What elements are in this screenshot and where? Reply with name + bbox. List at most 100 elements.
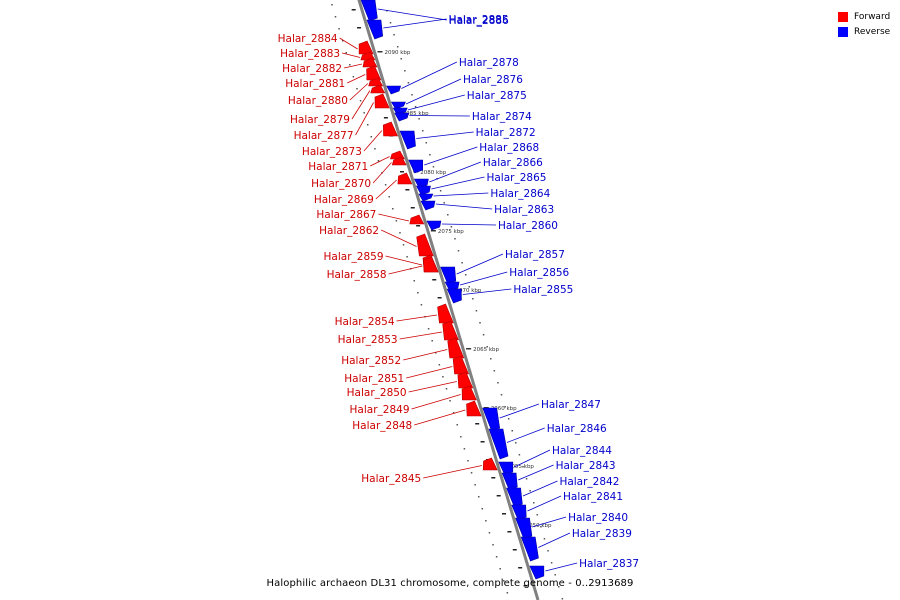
tick-mark [502, 513, 507, 515]
gene-label-halar-2853[interactable]: Halar_2853 [338, 334, 398, 346]
gene-label-halar-2851[interactable]: Halar_2851 [344, 373, 404, 385]
gene-arrow-halar-2872[interactable] [399, 130, 416, 150]
leader-line [433, 192, 489, 197]
gene-arrow-halar-2867[interactable] [409, 214, 425, 225]
gene-arrow-halar-2870[interactable] [391, 156, 407, 166]
gene-label-halar-2879[interactable]: Halar_2879 [290, 114, 350, 126]
tick-mark [518, 454, 521, 456]
reverse-swatch-icon [838, 26, 848, 37]
gene-arrow-halar-2868[interactable] [408, 159, 424, 174]
gene-label-halar-2880[interactable]: Halar_2880 [288, 95, 348, 107]
gene-label-halar-2884[interactable]: Halar_2884 [278, 33, 338, 45]
gene-label-halar-2878[interactable]: Halar_2878 [459, 57, 519, 69]
gene-label-halar-2877[interactable]: Halar_2877 [294, 130, 354, 142]
tick-mark [464, 274, 467, 276]
gene-arrow-halar-2863[interactable] [420, 200, 436, 211]
gene-label-halar-2885[interactable]: Halar_2885 [449, 14, 509, 26]
tick-mark [493, 370, 496, 372]
gene-label-halar-2873[interactable]: Halar_2873 [302, 146, 362, 158]
gene-label-halar-2876[interactable]: Halar_2876 [463, 74, 523, 86]
gene-arrow-halar-2837[interactable] [529, 565, 545, 580]
gene-label-halar-2864[interactable]: Halar_2864 [490, 188, 550, 200]
gene-label-halar-2856[interactable]: Halar_2856 [509, 267, 569, 279]
gene-arrow-halar-2884[interactable] [358, 40, 374, 55]
gene-label-halar-2837[interactable]: Halar_2837 [579, 558, 639, 570]
gene-arrow-halar-2865[interactable] [415, 185, 431, 196]
gene-arrow-halar-2879[interactable] [370, 84, 386, 94]
gene-label-halar-2860[interactable]: Halar_2860 [498, 220, 558, 232]
gene-arrow-halar-2843[interactable] [501, 472, 518, 491]
gene-arrow-halar-2846[interactable] [488, 428, 509, 460]
gene-arrow-halar-2873[interactable] [382, 121, 399, 137]
gene-label-halar-2841[interactable]: Halar_2841 [563, 491, 623, 503]
gene-label-halar-2874[interactable]: Halar_2874 [472, 111, 532, 123]
gene-arrow-halar-2848[interactable] [466, 400, 482, 417]
gene-arrow-halar-2858[interactable] [423, 256, 439, 273]
gene-arrow-halar-2850[interactable] [457, 371, 474, 389]
gene-label-halar-2843[interactable]: Halar_2843 [556, 460, 616, 472]
gene-arrow-halar-2845[interactable] [482, 457, 498, 471]
gene-label-halar-2872[interactable]: Halar_2872 [476, 127, 536, 139]
gene-label-halar-2855[interactable]: Halar_2855 [513, 284, 573, 296]
gene-label-halar-2858[interactable]: Halar_2858 [327, 269, 387, 281]
gene-label-halar-2859[interactable]: Halar_2859 [324, 251, 384, 263]
gene-arrow-halar-2877[interactable] [374, 93, 390, 109]
gene-arrow-halar-2854[interactable] [437, 303, 454, 324]
gene-label-halar-2882[interactable]: Halar_2882 [282, 63, 342, 75]
gene-label-halar-2883[interactable]: Halar_2883 [280, 48, 340, 60]
gene-label-halar-2868[interactable]: Halar_2868 [479, 142, 539, 154]
gene-arrow-halar-2869[interactable] [397, 172, 413, 185]
gene-arrow-halar-2878[interactable] [386, 85, 402, 95]
gene-label-halar-2845[interactable]: Halar_2845 [361, 473, 421, 485]
gene-label-halar-2862[interactable]: Halar_2862 [319, 225, 379, 237]
gene-label-halar-2866[interactable]: Halar_2866 [483, 157, 543, 169]
gene-arrow-halar-2844[interactable] [498, 461, 514, 476]
gene-label-halar-2870[interactable]: Halar_2870 [311, 178, 371, 190]
gene-arrow-halar-2881[interactable] [366, 65, 382, 81]
gene-label-halar-2875[interactable]: Halar_2875 [467, 90, 527, 102]
gene-arrow-halar-2851[interactable] [452, 355, 470, 375]
gene-arrow-halar-2852[interactable] [447, 337, 465, 359]
legend-item-forward[interactable]: Forward [838, 9, 890, 24]
tick-mark [413, 280, 416, 282]
gene-label-halar-2842[interactable]: Halar_2842 [559, 476, 619, 488]
leader-line [416, 131, 474, 139]
gene-label-halar-2849[interactable]: Halar_2849 [350, 404, 410, 416]
gene-label-halar-2867[interactable]: Halar_2867 [316, 209, 376, 221]
gene-arrow-halar-2855[interactable] [446, 288, 462, 304]
gene-label-halar-2854[interactable]: Halar_2854 [335, 316, 395, 328]
gene-arrow-halar-2876[interactable] [390, 101, 406, 110]
gene-label-halar-2852[interactable]: Halar_2852 [341, 355, 401, 367]
gene-label-halar-2871[interactable]: Halar_2871 [308, 161, 368, 173]
gene-arrow-halar-2847[interactable] [482, 407, 501, 432]
gene-label-halar-2846[interactable]: Halar_2846 [547, 423, 607, 435]
gene-arrow-halar-2882[interactable] [362, 57, 378, 68]
gene-arrow-halar-2885[interactable] [366, 19, 384, 40]
gene-label-halar-2865[interactable]: Halar_2865 [486, 172, 546, 184]
gene-label-halar-2840[interactable]: Halar_2840 [568, 512, 628, 524]
gene-label-halar-2839[interactable]: Halar_2839 [572, 528, 632, 540]
legend-item-reverse[interactable]: Reverse [838, 24, 890, 39]
gene-arrow-halar-2857[interactable] [440, 266, 457, 285]
gene-label-halar-2844[interactable]: Halar_2844 [552, 445, 612, 457]
gene-arrow-halar-2839[interactable] [520, 536, 539, 562]
gene-arrow-halar-2840[interactable] [515, 517, 533, 540]
gene-label-halar-2881[interactable]: Halar_2881 [285, 78, 345, 90]
gene-arrow-halar-2841[interactable] [511, 504, 527, 521]
gene-label-halar-2847[interactable]: Halar_2847 [541, 399, 601, 411]
gene-arrow-halar-2864[interactable] [418, 193, 434, 202]
gene-label-halar-2857[interactable]: Halar_2857 [505, 249, 565, 261]
gene-label-halar-2850[interactable]: Halar_2850 [347, 387, 407, 399]
gene-label-halar-2886[interactable]: Halar_2886 [449, 15, 509, 27]
gene-arrow-halar-2849[interactable] [461, 385, 477, 401]
gene-arrow-halar-2853[interactable] [442, 320, 459, 341]
gene-arrow-halar-2886[interactable] [360, 0, 378, 22]
gene-arrow-halar-2862[interactable] [416, 233, 434, 257]
gene-label-halar-2848[interactable]: Halar_2848 [352, 420, 412, 432]
gene-label-halar-2863[interactable]: Halar_2863 [494, 204, 554, 216]
gene-arrow-halar-2880[interactable] [368, 77, 384, 87]
gene-arrow-halar-2860[interactable] [426, 220, 442, 231]
gene-label-halar-2869[interactable]: Halar_2869 [314, 194, 374, 206]
gene-arrow-halar-2874[interactable] [394, 112, 410, 122]
gene-arrow-halar-2842[interactable] [506, 487, 523, 508]
